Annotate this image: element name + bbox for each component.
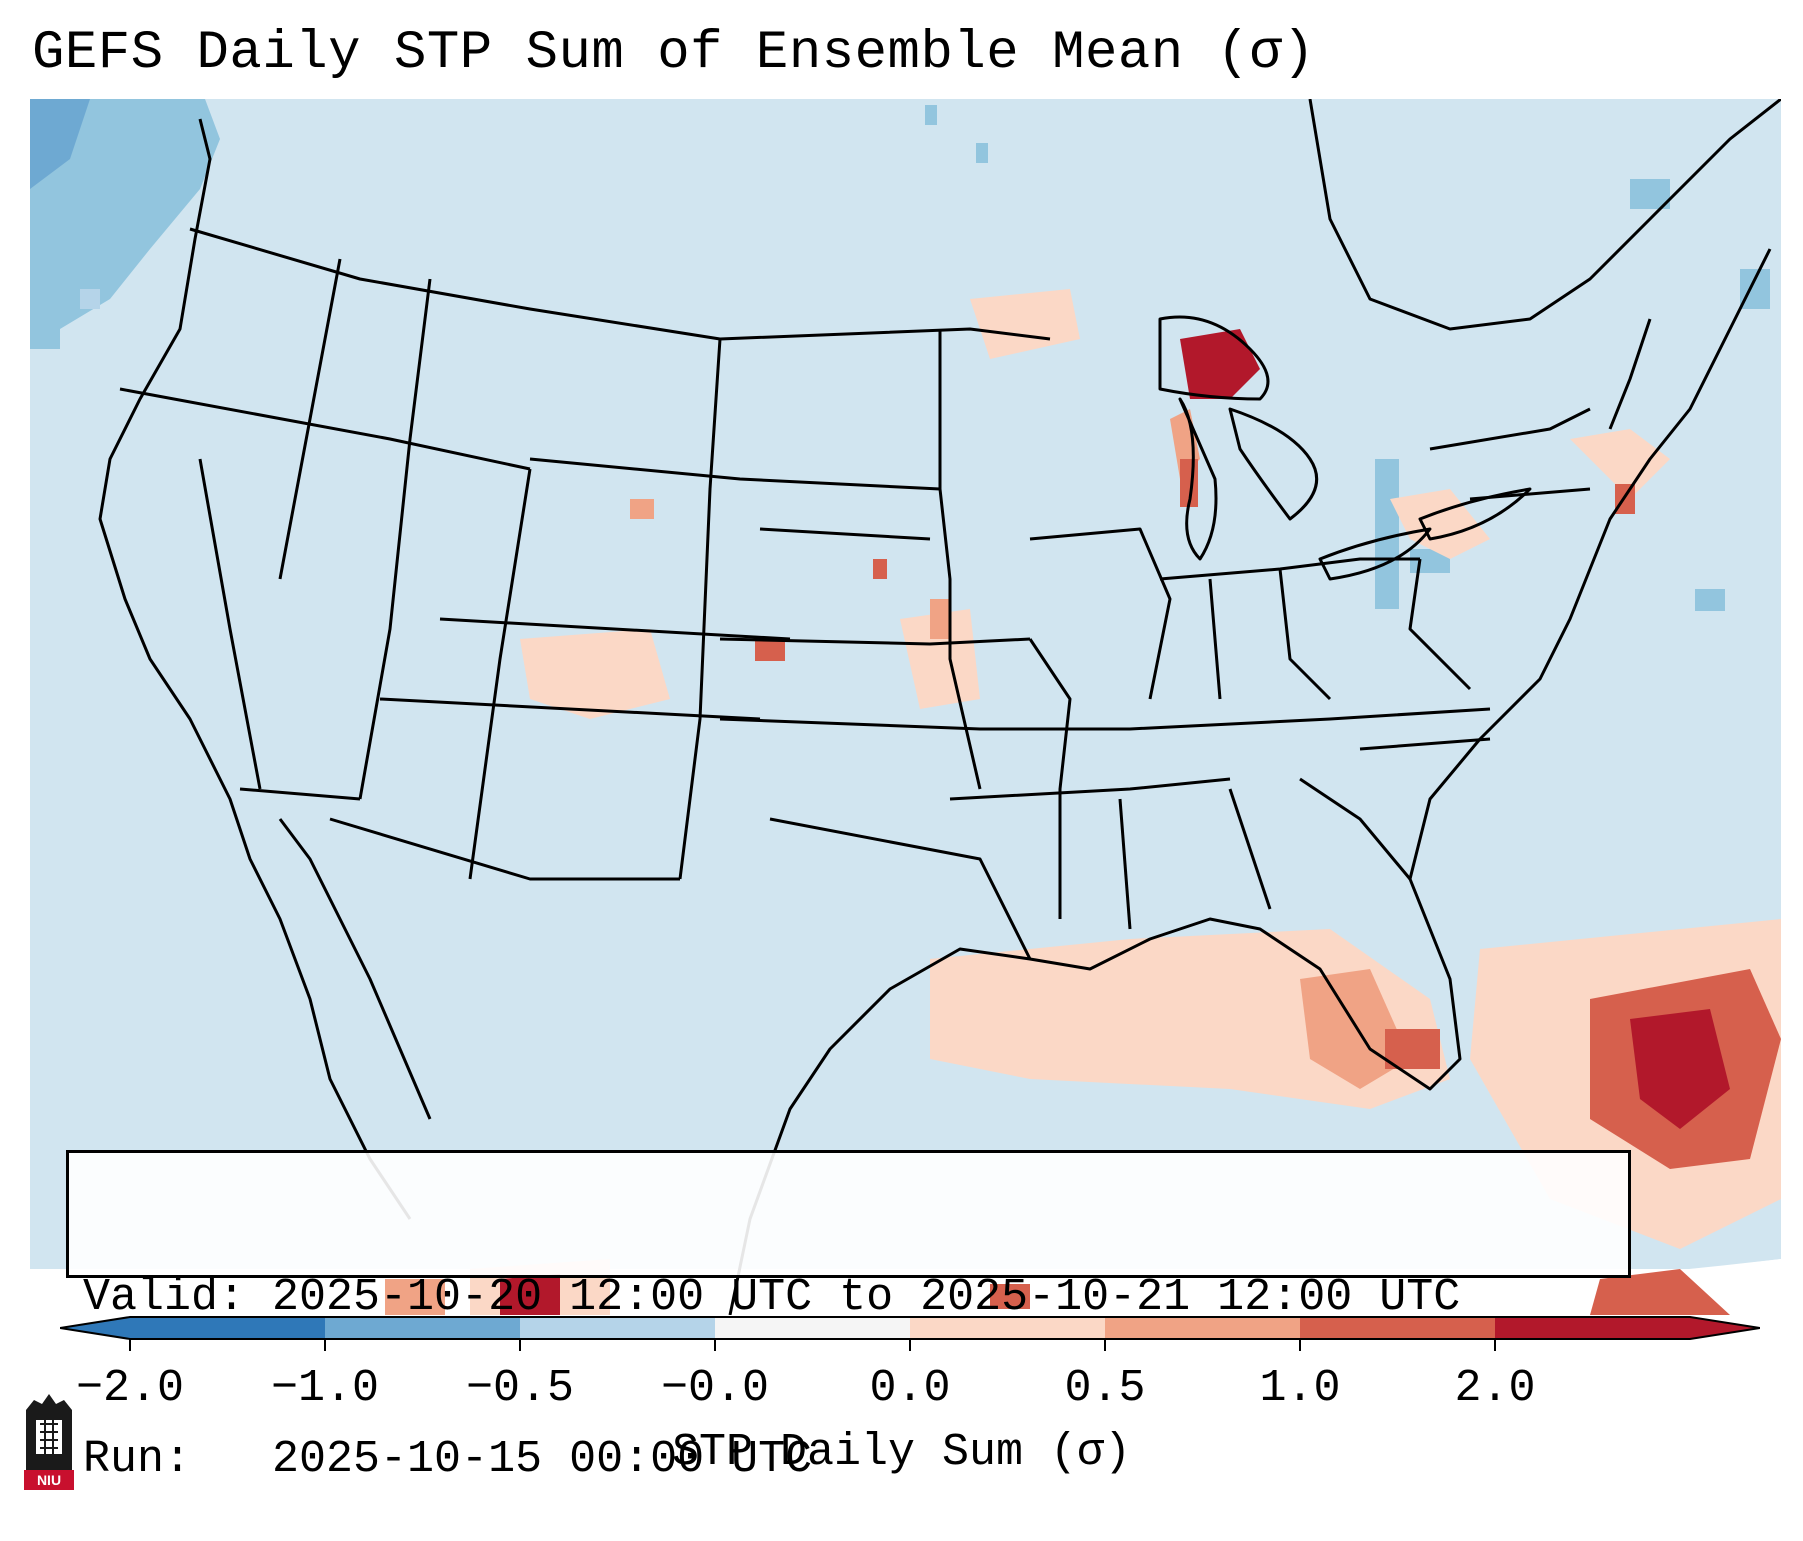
colorbar-label: STP Daily Sum (σ) bbox=[671, 1427, 1132, 1478]
map-canvas[interactable] bbox=[30, 99, 1781, 1315]
colorbar-segment bbox=[910, 1317, 1106, 1339]
colorbar bbox=[60, 1316, 1760, 1351]
colorbar-tick-label: 2.0 bbox=[1454, 1363, 1536, 1414]
map-outside-curve bbox=[30, 1259, 1781, 1315]
run-time-text: Run: 2025-10-15 00:00 UTC bbox=[83, 1434, 813, 1485]
colorbar-segment bbox=[1105, 1317, 1301, 1339]
colorbar-segment bbox=[1300, 1317, 1496, 1339]
colorbar-segment bbox=[520, 1317, 716, 1339]
colorbar-tick-label: −0.5 bbox=[465, 1363, 575, 1414]
colorbar-segment bbox=[325, 1317, 521, 1339]
colorbar-ticks bbox=[129, 1339, 1496, 1351]
boundaries bbox=[98, 99, 1781, 1315]
colorbar-tick-label: 0.0 bbox=[869, 1363, 951, 1414]
colorbar-segment bbox=[1495, 1317, 1691, 1339]
positive-anomaly-cells bbox=[385, 289, 1781, 1315]
colorbar-tick-label: −2.0 bbox=[75, 1363, 185, 1414]
colorbar-extend-min bbox=[60, 1317, 130, 1339]
colorbar-tick-label: −1.0 bbox=[270, 1363, 380, 1414]
niu-logo-icon: NIU bbox=[24, 1394, 74, 1490]
chart-title: GEFS Daily STP Sum of Ensemble Mean (σ) bbox=[32, 23, 1316, 84]
valid-run-info-box: Valid: 2025-10-20 12:00 UTC to 2025-10-2… bbox=[66, 1150, 1631, 1485]
colorbar-tick-label: 0.5 bbox=[1064, 1363, 1146, 1414]
colorbar-extend-max bbox=[1690, 1317, 1760, 1339]
map-panel[interactable] bbox=[30, 99, 1781, 1315]
colorbar-tick-label: 1.0 bbox=[1259, 1363, 1341, 1414]
logo-text: NIU bbox=[37, 1472, 61, 1488]
colorbar-segment bbox=[130, 1317, 326, 1339]
colorbar-segments bbox=[60, 1316, 1760, 1340]
colorbar-tick-label: −0.0 bbox=[660, 1363, 770, 1414]
valid-time-text: Valid: 2025-10-20 12:00 UTC to 2025-10-2… bbox=[83, 1272, 1461, 1323]
colorbar-segment bbox=[715, 1317, 911, 1339]
